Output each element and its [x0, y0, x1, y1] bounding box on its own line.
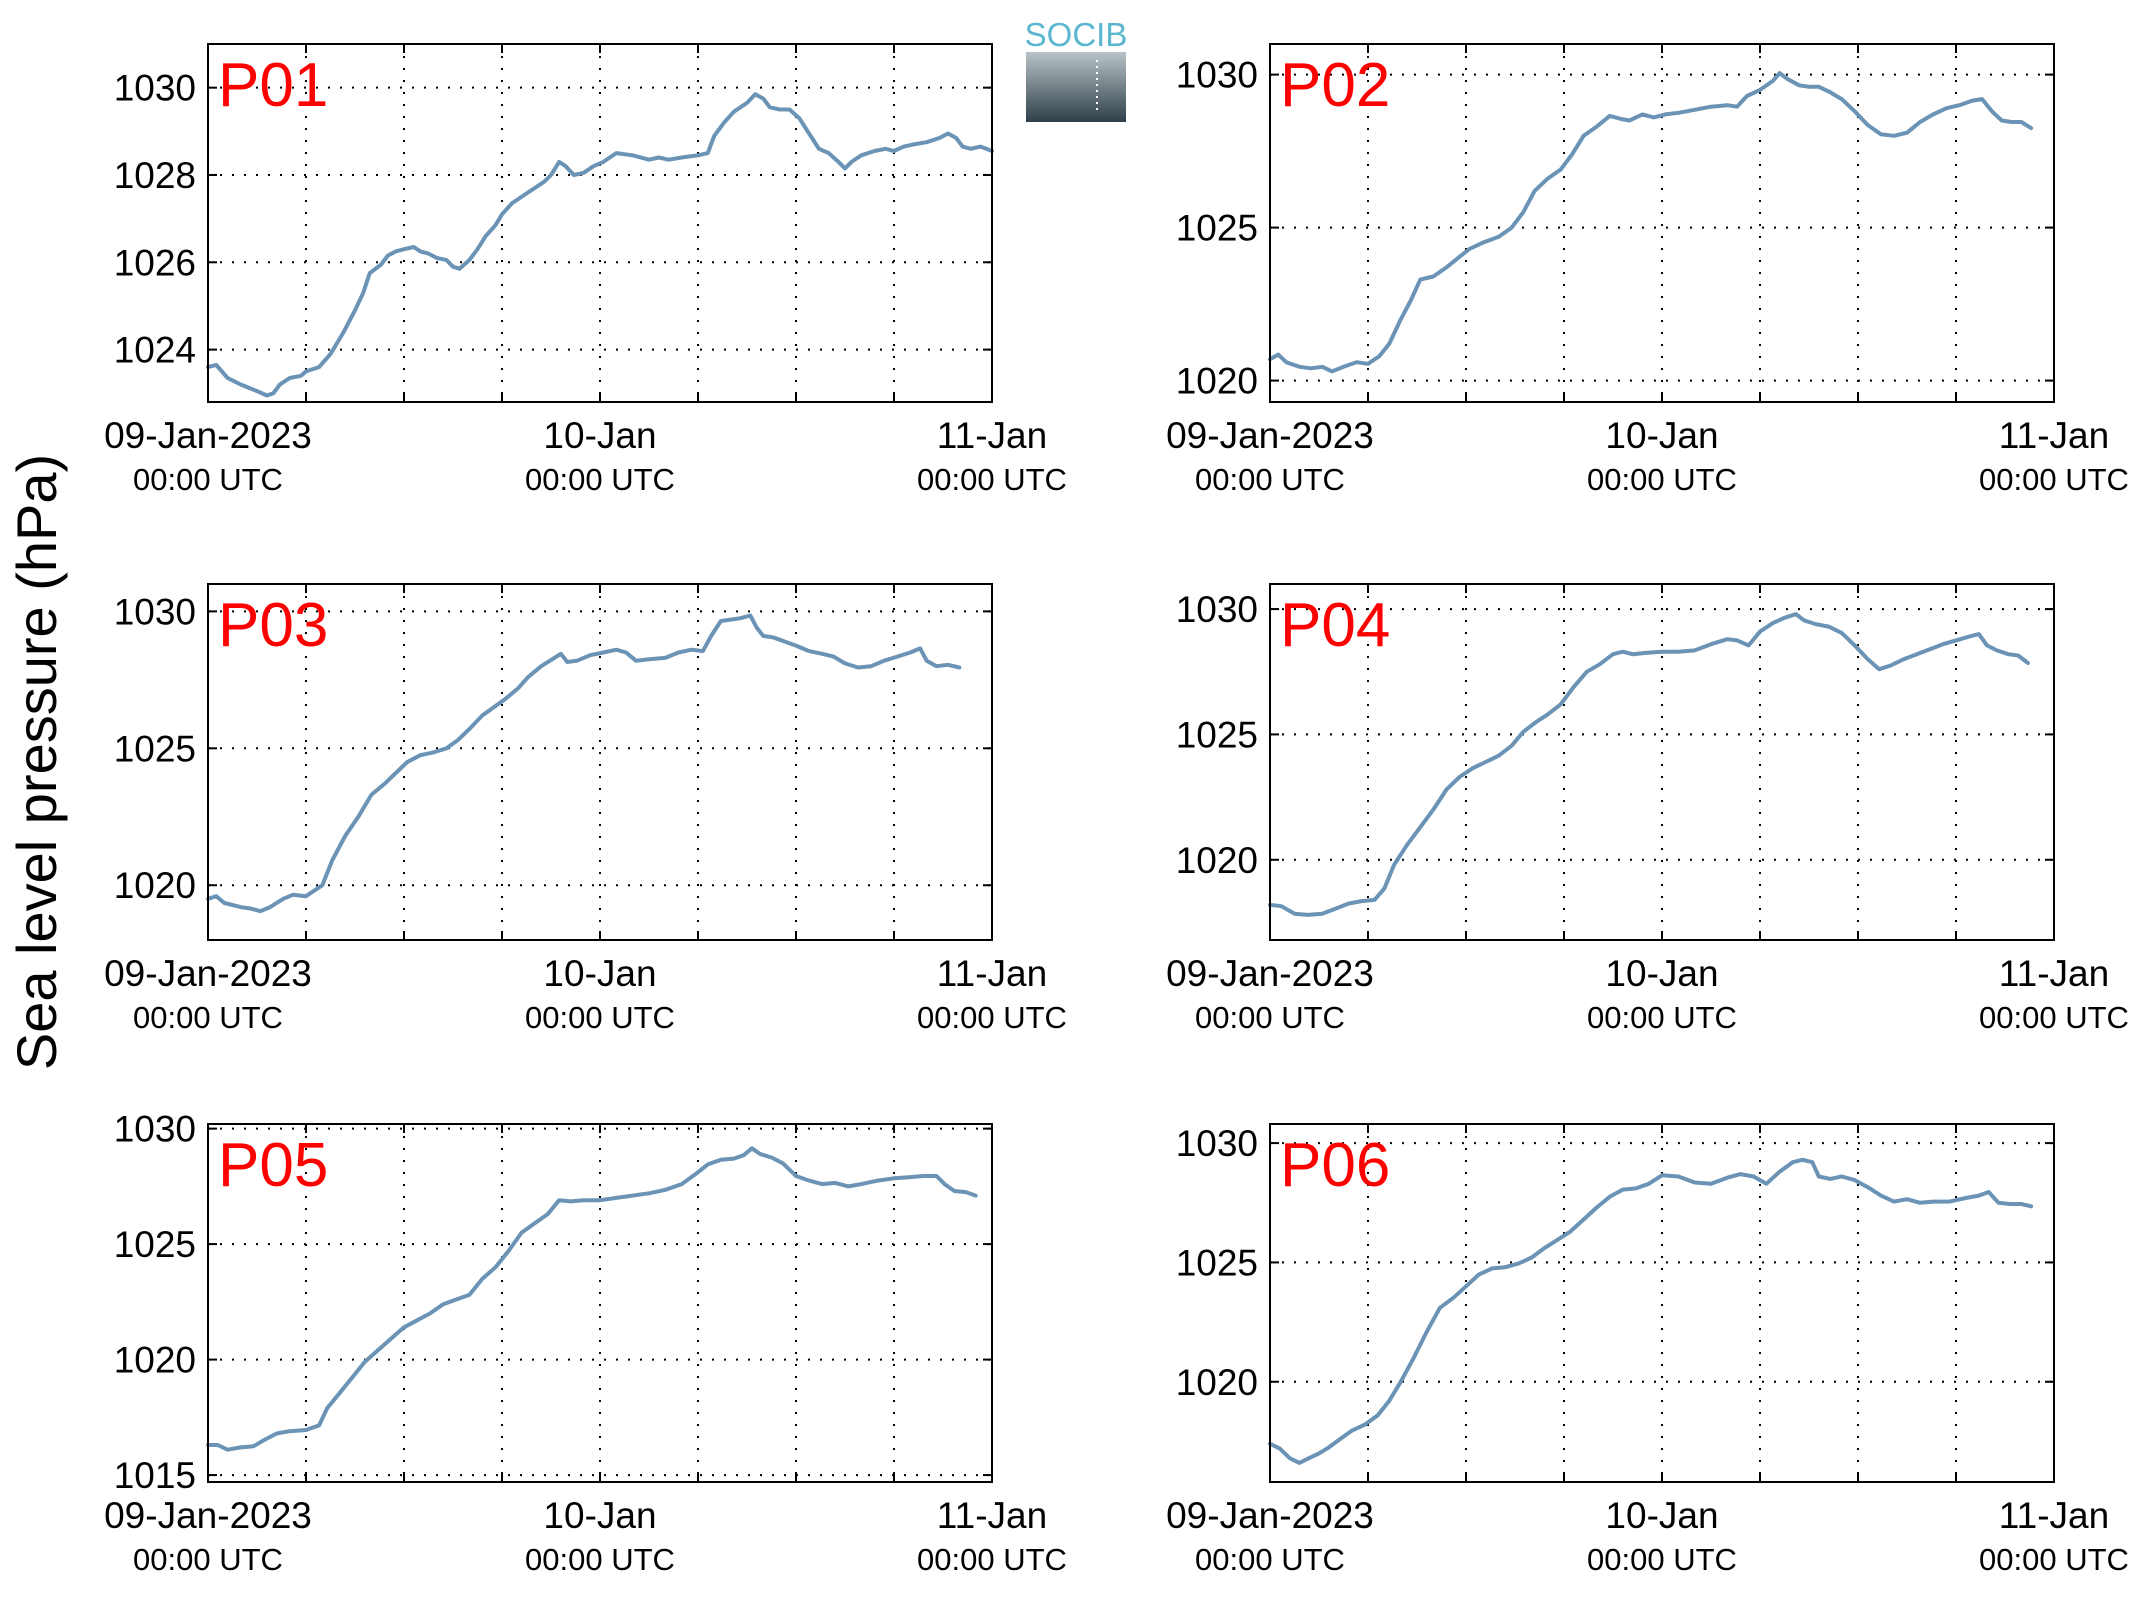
x-tick-label-date: 10-Jan	[543, 1495, 656, 1536]
chart-panel-p05: 1015 1020 1025 1030 09-Jan-2023 00:00 UTC 10-J…	[104, 1109, 1067, 1577]
x-tick-label-time: 00:00 UTC	[1587, 462, 1737, 497]
plot-area	[1270, 1124, 2054, 1482]
y-tick-label: 1030	[1176, 589, 1258, 630]
y-tick-label: 1020	[1176, 840, 1258, 881]
y-tick-label: 1024	[114, 330, 196, 371]
x-tick-label-date: 09-Jan-2023	[104, 1495, 312, 1536]
plot-area	[1270, 44, 2054, 402]
x-tick-label-time: 00:00 UTC	[525, 462, 675, 497]
x-tick-label-date: 09-Jan-2023	[104, 953, 312, 994]
chart-panel-p03: 1020 1025 1030 09-Jan-2023 00:00 UTC 10-Jan 00…	[104, 583, 1067, 1035]
panels: 1024 1026 1028 1030 09-Jan-2023 00:00 UTC 10-J…	[104, 43, 2129, 1577]
panel-label-p05: P05	[218, 1131, 328, 1200]
x-tick-label-time: 00:00 UTC	[1979, 1542, 2129, 1577]
series-line-p01	[206, 92, 994, 398]
x-tick-label-date: 09-Jan-2023	[104, 415, 312, 456]
y-axis-label: Sea level pressure (hPa)	[5, 454, 68, 1070]
y-tick-label: 1030	[1176, 1123, 1258, 1164]
series-line-p06	[1268, 1157, 2034, 1465]
chart-panel-p02: 1020 1025 1030 09-Jan-2023 00:00 UTC 10-Jan 00…	[1166, 43, 2129, 497]
y-tick-label: 1026	[114, 242, 196, 283]
x-tick-label-date: 11-Jan	[937, 1495, 1047, 1536]
axes-box	[1269, 583, 2055, 941]
x-tick-label-date: 09-Jan-2023	[1166, 1495, 1374, 1536]
x-tick-label-time: 00:00 UTC	[917, 462, 1067, 497]
axes-box	[207, 583, 993, 941]
y-tick-label: 1030	[114, 1109, 196, 1150]
y-tick-label: 1020	[1176, 1362, 1258, 1403]
axes-box	[1269, 43, 2055, 403]
x-tick-label-date: 10-Jan	[543, 415, 656, 456]
x-tick-label-time: 00:00 UTC	[1979, 1000, 2129, 1035]
axes-box	[207, 1123, 993, 1483]
panel-label-p04: P04	[1280, 591, 1390, 660]
x-tick-label-time: 00:00 UTC	[133, 462, 283, 497]
x-tick-label-time: 00:00 UTC	[1587, 1542, 1737, 1577]
socib-logo-text: SOCIB	[1025, 16, 1128, 53]
chart-panel-p01: 1024 1026 1028 1030 09-Jan-2023 00:00 UTC 10-J…	[104, 43, 1067, 497]
series-line-p04	[1268, 612, 2030, 917]
x-tick-label-date: 11-Jan	[1999, 953, 2109, 994]
y-tick-label: 1025	[114, 728, 196, 769]
y-tick-label: 1025	[1176, 208, 1258, 249]
series-line-p05	[206, 1146, 978, 1452]
x-tick-label-date: 10-Jan	[1605, 1495, 1718, 1536]
x-tick-label-date: 11-Jan	[937, 953, 1047, 994]
socib-logo-mark	[1026, 52, 1126, 122]
x-tick-label-time: 00:00 UTC	[133, 1000, 283, 1035]
x-tick-label-time: 00:00 UTC	[133, 1542, 283, 1577]
panel-label-p01: P01	[218, 51, 328, 120]
x-tick-label-date: 10-Jan	[1605, 953, 1718, 994]
x-tick-label-date: 11-Jan	[1999, 415, 2109, 456]
y-tick-label: 1020	[1176, 361, 1258, 402]
y-tick-label: 1015	[114, 1455, 196, 1496]
x-tick-label-date: 11-Jan	[1999, 1495, 2109, 1536]
y-tick-label: 1020	[114, 865, 196, 906]
x-tick-label-date: 09-Jan-2023	[1166, 953, 1374, 994]
x-tick-label-time: 00:00 UTC	[525, 1542, 675, 1577]
x-tick-label-time: 00:00 UTC	[1979, 462, 2129, 497]
y-tick-label: 1030	[114, 68, 196, 109]
series-line-p02	[1268, 71, 2034, 374]
x-tick-label-time: 00:00 UTC	[1195, 462, 1345, 497]
x-tick-label-date: 09-Jan-2023	[1166, 415, 1374, 456]
panel-label-p02: P02	[1280, 51, 1390, 120]
y-tick-label: 1025	[114, 1224, 196, 1265]
socib-logo: SOCIB	[1025, 16, 1128, 122]
x-tick-label-date: 10-Jan	[1605, 415, 1718, 456]
x-tick-label-time: 00:00 UTC	[917, 1542, 1067, 1577]
x-tick-label-time: 00:00 UTC	[1195, 1542, 1345, 1577]
x-tick-label-time: 00:00 UTC	[525, 1000, 675, 1035]
x-tick-label-time: 00:00 UTC	[917, 1000, 1067, 1035]
series-line-p03	[206, 613, 962, 914]
y-tick-label: 1030	[114, 591, 196, 632]
axes-box	[207, 43, 993, 403]
chart-panel-p04: 1020 1025 1030 09-Jan-2023 00:00 UTC 10-Jan 00…	[1166, 583, 2129, 1035]
y-tick-label: 1025	[1176, 714, 1258, 755]
y-tick-label: 1020	[114, 1340, 196, 1381]
x-tick-label-time: 00:00 UTC	[1587, 1000, 1737, 1035]
axes-box	[1269, 1123, 2055, 1483]
plot-area	[1270, 584, 2054, 940]
panel-label-p03: P03	[218, 591, 328, 660]
x-tick-label-date: 10-Jan	[543, 953, 656, 994]
x-tick-label-date: 11-Jan	[937, 415, 1047, 456]
y-tick-label: 1028	[114, 155, 196, 196]
chart-panel-p06: 1020 1025 1030 09-Jan-2023 00:00 UTC 10-Jan 00…	[1166, 1123, 2129, 1577]
y-tick-label: 1025	[1176, 1242, 1258, 1283]
panel-label-p06: P06	[1280, 1131, 1390, 1200]
plot-area	[208, 584, 992, 940]
x-tick-label-time: 00:00 UTC	[1195, 1000, 1345, 1035]
y-tick-label: 1030	[1176, 55, 1258, 96]
